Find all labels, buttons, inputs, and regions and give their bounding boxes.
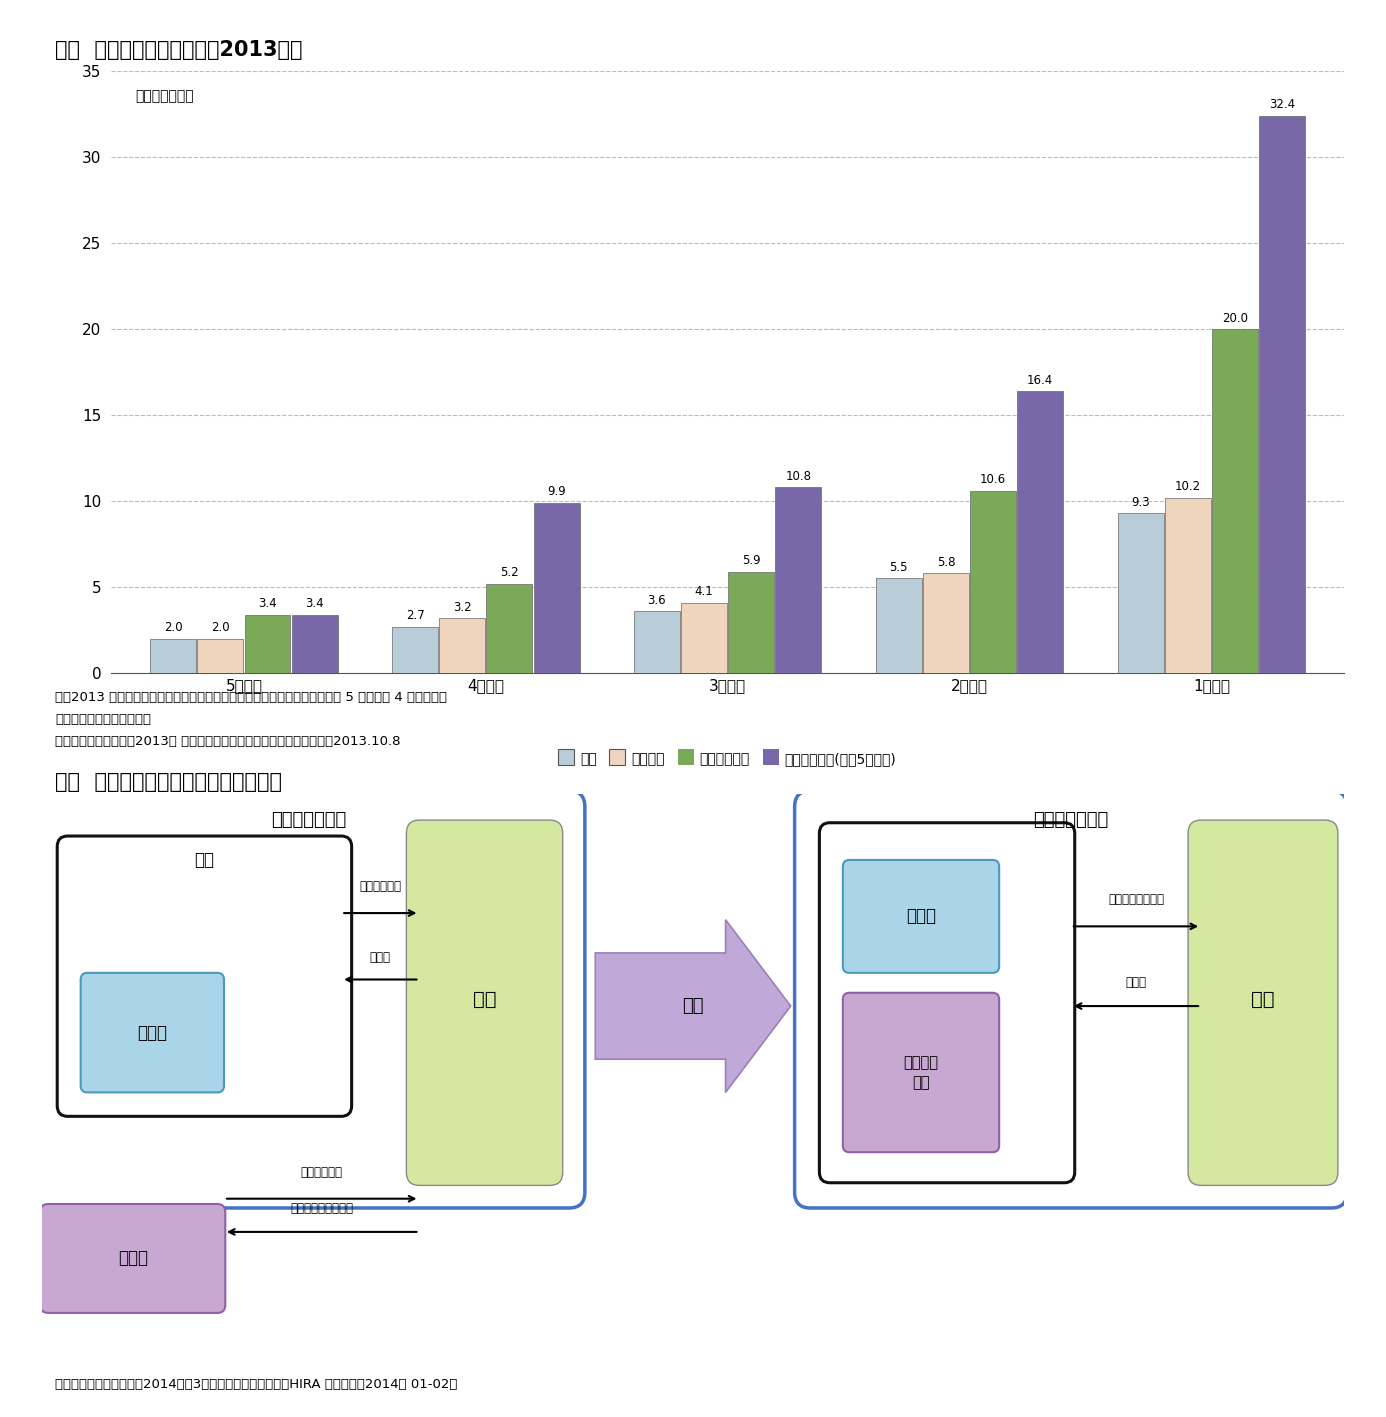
- Bar: [970, 490, 1016, 673]
- Text: 看護師: 看護師: [137, 1023, 168, 1041]
- Bar: [439, 618, 485, 673]
- Text: 改善: 改善: [682, 998, 704, 1015]
- Bar: [633, 611, 681, 673]
- Bar: [923, 574, 969, 673]
- Bar: [1211, 329, 1258, 673]
- Text: 5.2: 5.2: [500, 567, 518, 580]
- Bar: [392, 626, 438, 673]
- Text: 看病サービス: 看病サービス: [301, 1166, 342, 1179]
- Bar: [1017, 391, 1063, 673]
- Bar: [197, 639, 244, 673]
- Bar: [150, 639, 197, 673]
- Text: 患者: 患者: [473, 990, 496, 1009]
- Bar: [534, 503, 579, 673]
- Text: 5.5: 5.5: [890, 561, 908, 574]
- FancyBboxPatch shape: [843, 860, 999, 973]
- FancyBboxPatch shape: [819, 823, 1074, 1183]
- FancyBboxPatch shape: [1188, 820, 1337, 1186]
- Text: 2.0: 2.0: [164, 622, 183, 635]
- Bar: [876, 578, 922, 673]
- Text: 9.9: 9.9: [547, 486, 565, 499]
- Text: 10.6: 10.6: [980, 473, 1006, 486]
- Text: 看病人: 看病人: [118, 1250, 148, 1267]
- Text: 4.1: 4.1: [694, 585, 714, 598]
- Bar: [1164, 497, 1211, 673]
- FancyBboxPatch shape: [80, 973, 225, 1093]
- Text: 入院費: 入院費: [1125, 976, 1146, 989]
- Text: 看護サービス: 看護サービス: [359, 880, 402, 893]
- Text: 医療保険が適用: 医療保険が適用: [1033, 811, 1109, 829]
- Text: 看護補助
人材: 看護補助 人材: [904, 1056, 938, 1090]
- Text: 10.2: 10.2: [1175, 480, 1200, 493]
- FancyBboxPatch shape: [406, 820, 563, 1186]
- Text: 病院: 病院: [194, 852, 215, 869]
- Bar: [775, 487, 822, 673]
- Bar: [1258, 116, 1306, 673]
- FancyBboxPatch shape: [57, 836, 352, 1117]
- FancyBboxPatch shape: [40, 1204, 226, 1314]
- Text: 図４  医療機関別差額室料（2013年）: 図４ 医療機関別差額室料（2013年）: [55, 40, 304, 60]
- Text: 患者: 患者: [1252, 990, 1275, 1009]
- Text: 看病費（患者負担）: 看病費（患者負担）: [290, 1202, 353, 1214]
- Polygon shape: [596, 920, 790, 1093]
- Text: 注）2013 年のデータを基準にしており、当時は差額室料が適用されていた 5 人部屋や 4 人部屋の差: 注）2013 年のデータを基準にしており、当時は差額室料が適用されていた 5 人…: [55, 691, 448, 704]
- Text: 単位：万ウォン: 単位：万ウォン: [136, 89, 194, 103]
- Text: 額室料が反映されている。: 額室料が反映されている。: [55, 713, 151, 726]
- Text: 医療保険が適用: 医療保険が適用: [272, 811, 346, 829]
- Bar: [728, 571, 775, 673]
- Text: 32.4: 32.4: [1270, 98, 1295, 112]
- Bar: [244, 615, 291, 673]
- Bar: [486, 584, 532, 673]
- FancyBboxPatch shape: [843, 993, 999, 1152]
- Text: 資料出所）ソンヨンレ（2014）「3大非給付の改善方案」『HIRA 政策動向』2014年 01-02月: 資料出所）ソンヨンレ（2014）「3大非給付の改善方案」『HIRA 政策動向』2…: [55, 1379, 457, 1391]
- Text: 包括看護サービス: 包括看護サービス: [1107, 894, 1164, 907]
- Text: 9.3: 9.3: [1131, 496, 1150, 509]
- Text: 3.2: 3.2: [453, 601, 471, 614]
- Legend: 病院, 総合病院, 上級総合病院, 上級総合病院(上位5大病院): 病院, 総合病院, 上級総合病院, 上級総合病院(上位5大病院): [553, 747, 902, 771]
- Text: 入院費: 入院費: [370, 951, 391, 964]
- Text: 2.0: 2.0: [211, 622, 230, 635]
- Text: 3.4: 3.4: [305, 598, 324, 611]
- Text: 資料出所）健保公団（2013） 「上級病室料・選択診療費実態調査結果」2013.10.8: 資料出所）健保公団（2013） 「上級病室料・選択診療費実態調査結果」2013.…: [55, 735, 401, 748]
- Text: 20.0: 20.0: [1222, 312, 1247, 324]
- Text: 3.6: 3.6: [647, 594, 667, 606]
- Bar: [681, 602, 728, 673]
- Text: 看護師: 看護師: [906, 907, 936, 925]
- Text: 図５  看病サービスの改善前後の仕組み: 図５ 看病サービスの改善前後の仕組み: [55, 772, 283, 792]
- Text: 3.4: 3.4: [258, 598, 277, 611]
- Text: 5.9: 5.9: [742, 554, 761, 567]
- FancyBboxPatch shape: [794, 791, 1347, 1207]
- Text: 16.4: 16.4: [1027, 374, 1053, 387]
- Text: 10.8: 10.8: [786, 470, 811, 483]
- Bar: [291, 615, 338, 673]
- Text: 5.8: 5.8: [937, 555, 955, 570]
- Bar: [1117, 513, 1164, 673]
- Text: 2.7: 2.7: [406, 609, 424, 622]
- FancyBboxPatch shape: [32, 791, 585, 1207]
